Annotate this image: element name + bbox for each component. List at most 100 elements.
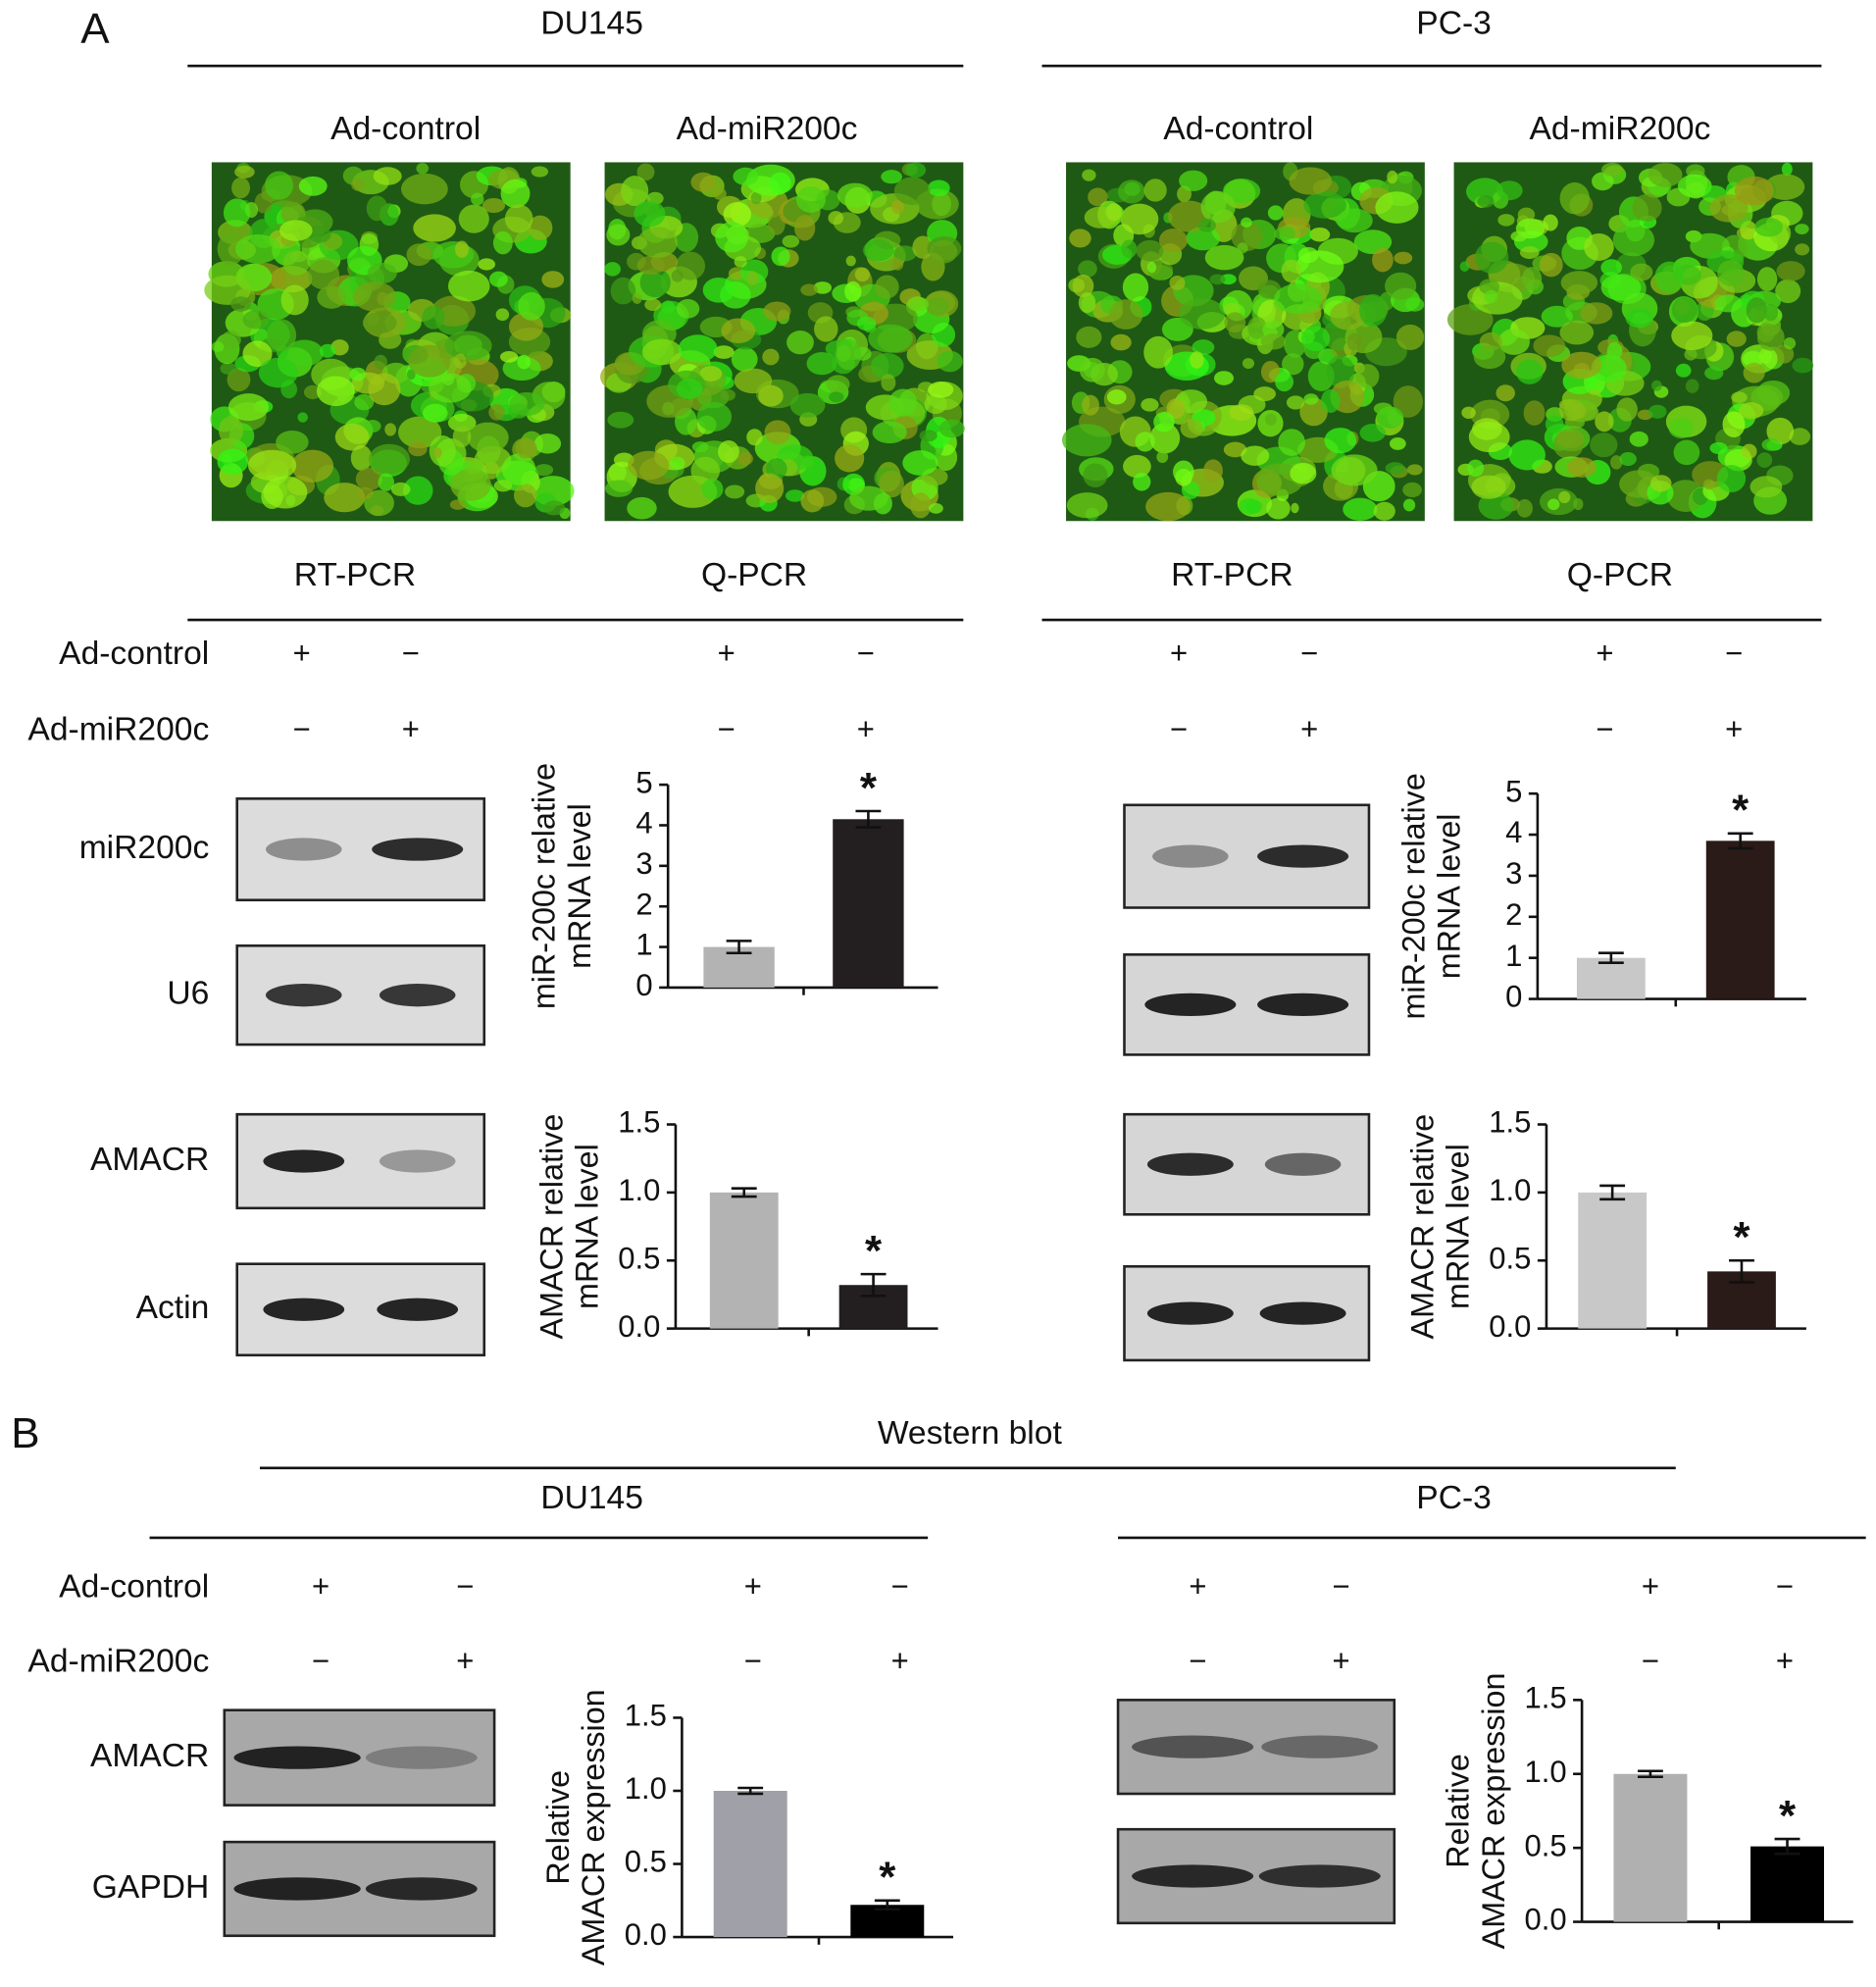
cell	[453, 353, 467, 369]
label: Ad-control	[59, 1568, 209, 1605]
cell	[1260, 333, 1287, 350]
cell	[254, 192, 273, 214]
y-tick-label: 0.0	[1524, 1903, 1566, 1937]
cell	[1223, 303, 1242, 316]
bar	[833, 819, 904, 988]
y-axis-label: Relative	[540, 1770, 576, 1885]
cell	[528, 215, 553, 240]
cell	[1346, 332, 1362, 351]
gel	[1123, 1264, 1371, 1362]
cell	[1467, 459, 1485, 478]
cell	[423, 403, 448, 423]
gel	[223, 1708, 496, 1807]
cell	[1763, 304, 1779, 322]
micrograph	[1446, 162, 1814, 522]
cell	[1629, 431, 1648, 447]
bar	[1613, 1773, 1688, 1922]
cell	[691, 441, 709, 453]
cell	[1406, 464, 1423, 476]
cell	[1385, 462, 1405, 475]
cell	[907, 296, 930, 312]
cell	[607, 411, 634, 429]
error-bar	[726, 940, 752, 955]
cell	[1685, 379, 1699, 393]
cell	[1709, 441, 1728, 455]
cell	[1190, 351, 1204, 369]
cell	[1326, 355, 1355, 388]
cell	[1781, 162, 1793, 177]
micrograph	[1062, 162, 1425, 522]
label: +	[891, 1644, 909, 1678]
cell	[515, 437, 536, 459]
cell	[390, 482, 411, 496]
cell	[1076, 326, 1102, 348]
cell	[734, 256, 747, 268]
cell	[1375, 191, 1419, 224]
cell	[1573, 497, 1584, 511]
cell	[800, 283, 818, 296]
cell	[696, 401, 733, 432]
label: Q-PCR	[701, 557, 807, 593]
label: U6	[167, 976, 209, 1012]
y-axis-label: mRNA level	[1441, 1144, 1476, 1309]
cell	[702, 277, 735, 303]
cell	[447, 270, 490, 302]
cell	[1178, 298, 1226, 330]
y-tick-label: 5	[635, 765, 652, 799]
cell	[1580, 302, 1613, 325]
cell	[1121, 239, 1138, 259]
cell	[845, 255, 856, 267]
label: −	[1725, 636, 1743, 670]
cell	[429, 373, 472, 403]
cell	[1446, 304, 1494, 335]
cell	[517, 354, 531, 370]
cell	[854, 267, 871, 282]
cell	[355, 467, 383, 491]
cell	[863, 239, 894, 262]
cell	[217, 232, 245, 266]
cell	[482, 197, 506, 214]
band	[265, 838, 342, 861]
label: −	[1189, 1644, 1206, 1678]
cell	[1393, 385, 1423, 418]
cell	[1241, 217, 1252, 229]
cell	[1359, 424, 1386, 442]
cell	[893, 177, 931, 205]
cell	[1069, 229, 1091, 248]
cell	[786, 331, 814, 355]
cell	[235, 233, 281, 264]
band	[1146, 1152, 1234, 1176]
y-tick-label: 3	[635, 846, 652, 881]
cell	[828, 211, 844, 226]
y-tick-label: 0.5	[618, 1241, 660, 1275]
cell	[1267, 205, 1284, 221]
cell	[230, 296, 252, 312]
cell	[364, 420, 381, 433]
cell	[1477, 195, 1495, 208]
gel	[1123, 953, 1371, 1056]
bar	[709, 1192, 779, 1329]
y-tick-label: 2	[635, 887, 652, 921]
cell	[733, 167, 759, 186]
cell	[1145, 491, 1191, 522]
cell	[1795, 224, 1809, 234]
y-tick-label: 0.0	[1489, 1309, 1531, 1344]
cell	[317, 285, 346, 309]
cell	[367, 263, 397, 284]
label: Ad-miR200c	[27, 712, 209, 748]
cell	[1402, 482, 1422, 498]
cell	[782, 234, 800, 248]
cell	[1303, 191, 1346, 219]
cell	[1108, 299, 1143, 330]
cell	[919, 430, 938, 442]
y-tick-label: 1.5	[618, 1105, 660, 1140]
cell	[1584, 232, 1614, 261]
cell	[1671, 296, 1698, 324]
cell	[1275, 372, 1294, 392]
cell	[1459, 261, 1470, 272]
cell	[1105, 202, 1123, 222]
cell	[1186, 226, 1220, 251]
cell	[814, 316, 838, 342]
label: −	[1776, 1569, 1794, 1604]
cell	[1337, 208, 1373, 233]
